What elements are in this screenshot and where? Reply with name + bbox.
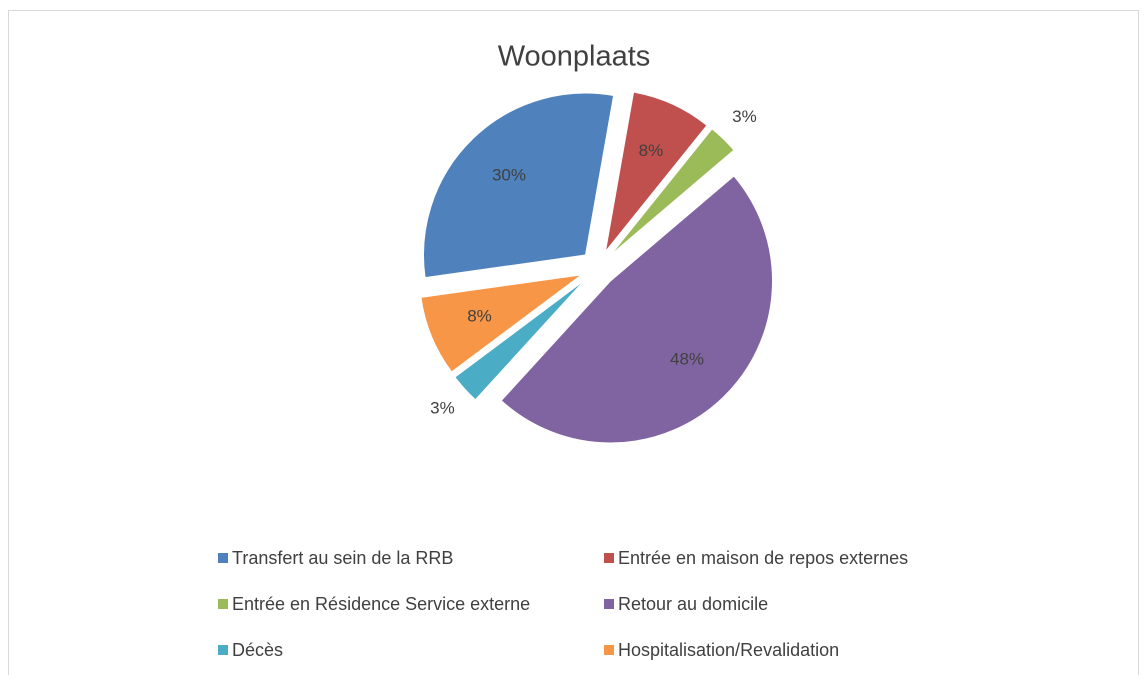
legend-label: Retour au domicile xyxy=(618,594,768,614)
data-label: 8% xyxy=(467,306,492,325)
pie-slice xyxy=(610,128,735,256)
legend-swatch xyxy=(604,553,614,563)
legend-label: Décès xyxy=(232,640,283,660)
data-label: 48% xyxy=(670,350,704,369)
legend-label: Entrée en maison de repos externes xyxy=(618,548,908,568)
legend-swatch xyxy=(218,599,228,609)
pie-slice xyxy=(423,92,615,279)
legend-label: Entrée en Résidence Service externe xyxy=(232,594,530,614)
pie-slice xyxy=(454,279,586,401)
data-label: 30% xyxy=(492,165,526,184)
legend-swatch xyxy=(604,645,614,655)
legend-swatch xyxy=(218,553,228,563)
chart-border xyxy=(8,10,1139,675)
data-label: 8% xyxy=(639,141,664,160)
legend-swatch xyxy=(218,645,228,655)
chart-title: Woonplaats xyxy=(498,41,651,73)
pie-slice xyxy=(604,91,708,252)
legend-label: Transfert au sein de la RRB xyxy=(232,548,453,568)
pie-slice xyxy=(420,274,582,373)
data-label: 3% xyxy=(430,399,455,418)
pie-slice xyxy=(500,175,774,444)
legend-label: Hospitalisation/Revalidation xyxy=(618,640,839,660)
data-label: 3% xyxy=(732,107,757,126)
legend-swatch xyxy=(604,599,614,609)
